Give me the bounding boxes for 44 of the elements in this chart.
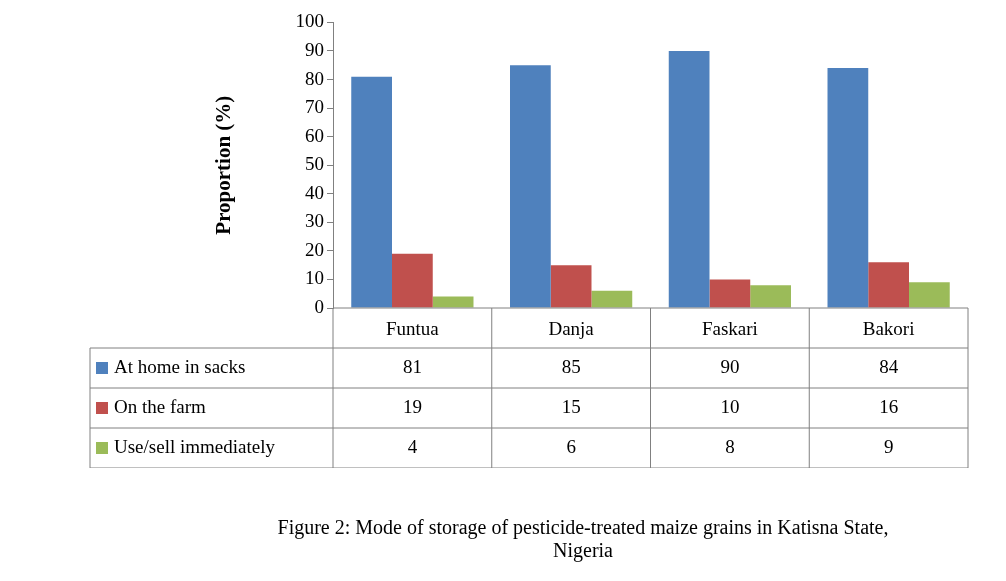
y-tick-label: 70 [305,96,324,118]
x-tick-label: Bakori [862,318,915,340]
y-tick-label: 90 [305,38,324,60]
y-tick-label: 10 [305,267,324,289]
data-label: 84 [879,355,899,377]
y-tick-label: 100 [295,10,324,32]
data-label: 9 [883,435,894,457]
data-label: 4 [407,435,418,457]
y-tick-label: 80 [305,67,324,89]
legend-label: On the farm [114,395,207,417]
bar [510,65,551,308]
y-tick-label: 40 [305,181,324,203]
bar [432,296,474,308]
x-tick-label: Danja [548,318,595,340]
data-label: 85 [561,355,581,377]
caption: Figure 2: Mode of storage of pesticide-treated maize grains in Katisna State, Nigeria [276,516,890,562]
bar [709,279,751,308]
data-label: 10 [720,395,740,417]
y-tick-label: 0 [314,295,324,317]
data-label: 19 [402,395,422,417]
bar [868,262,909,308]
bar [750,285,791,308]
data-label: 16 [879,395,899,417]
data-label: 6 [566,435,576,457]
y-tick-label: 60 [305,124,324,146]
y-tick-label: 20 [305,238,324,260]
bar [392,253,433,308]
y-tick-label: 50 [305,153,324,175]
bar [550,265,592,308]
y-tick-label: 30 [305,210,324,232]
data-label: 8 [725,435,735,457]
bar [351,76,392,308]
bar [591,290,633,308]
data-label: 15 [561,395,581,417]
bar [909,282,950,308]
x-tick-label: Faskari [701,318,758,340]
data-label: 81 [402,355,422,377]
x-tick-label: Funtua [385,318,440,340]
y-axis-title: Proportion (%) [211,95,236,235]
legend-label: At home in sacks [114,355,246,377]
data-label: 90 [720,355,740,377]
bar [827,68,869,308]
bar [668,50,710,308]
legend-label: Use/sell immediately [114,435,276,457]
